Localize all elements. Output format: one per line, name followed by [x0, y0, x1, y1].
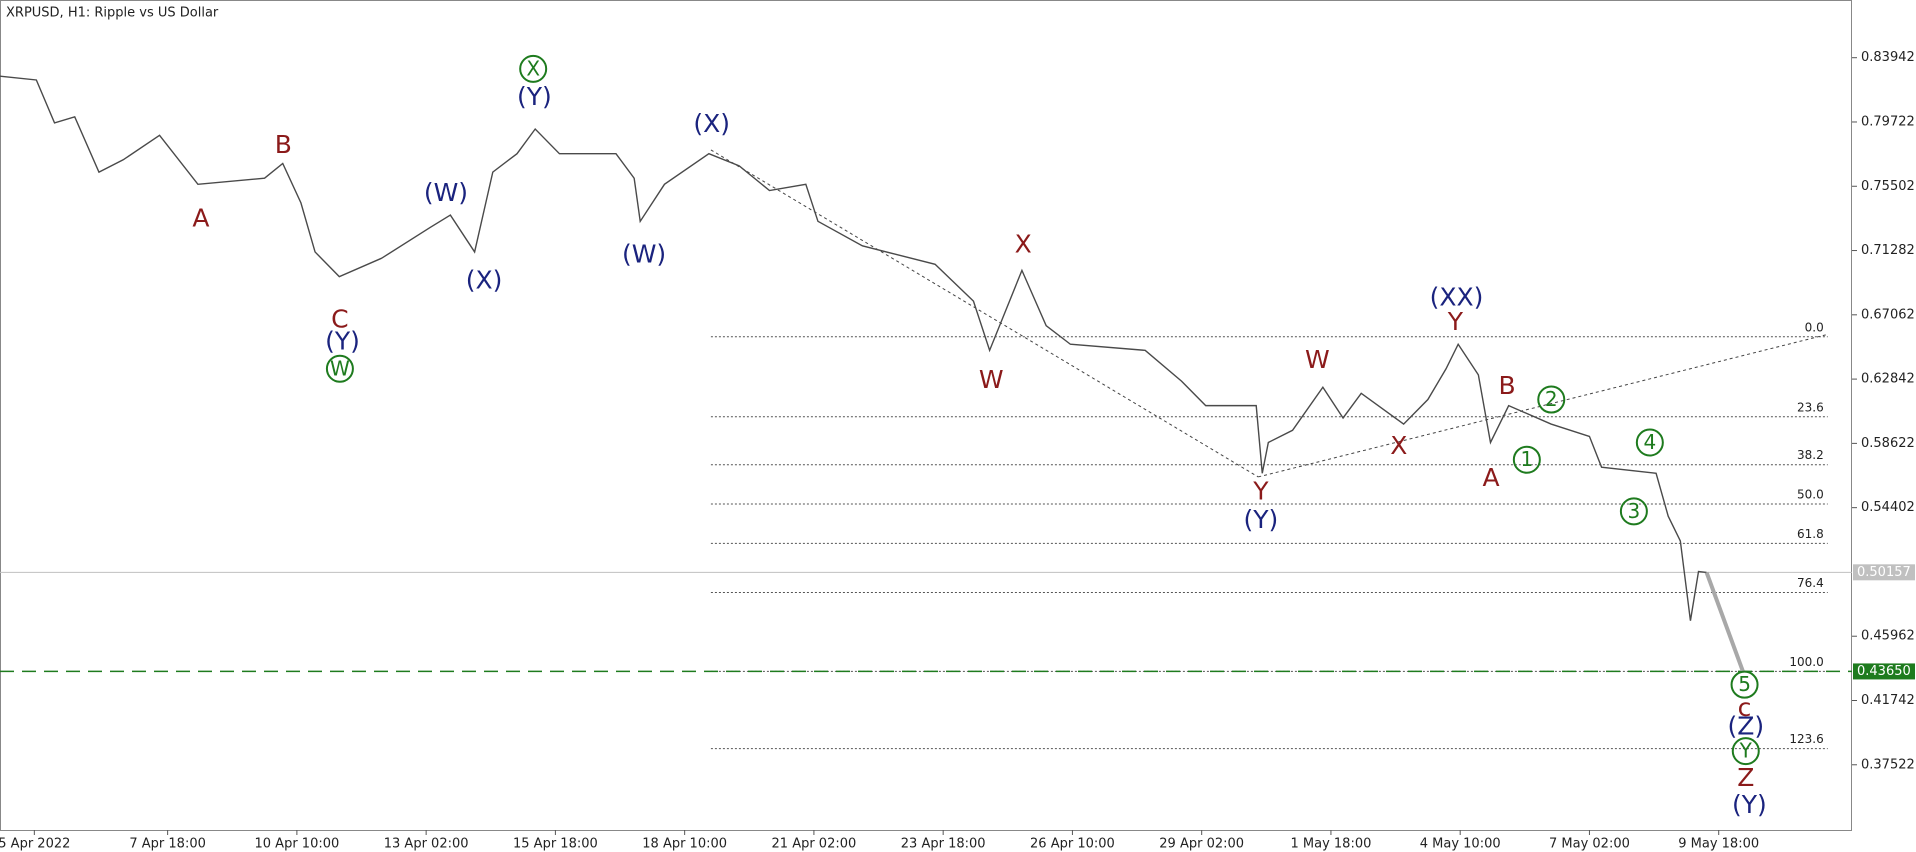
price-box [1853, 663, 1915, 680]
y-tick-label: 0.41742 [1861, 693, 1915, 708]
x-tick-label: 26 Apr 10:00 [1030, 837, 1115, 852]
price-label: 0.43650 [1857, 664, 1911, 679]
projection-line [1704, 571, 1745, 673]
wave-label: W [330, 356, 350, 380]
x-tick-label: 5 Apr 2022 [0, 837, 70, 852]
price-box [1853, 564, 1915, 581]
y-tick-label: 0.67062 [1861, 307, 1915, 322]
y-tick-label: 0.75502 [1861, 179, 1915, 194]
chart-title: XRPUSD, H1: Ripple vs US Dollar [6, 6, 219, 21]
y-tick-label: 0.58622 [1861, 436, 1915, 451]
wave-label: c [1738, 693, 1752, 722]
y-tick-label: 0.71282 [1861, 243, 1915, 258]
wave-label: (Y) [1732, 790, 1767, 819]
wave-label: Y [1252, 477, 1269, 506]
wave-circle [325, 354, 354, 383]
wave-label: X [526, 56, 540, 80]
price-series [0, 75, 1707, 621]
wave-label: Z [1737, 763, 1754, 792]
wave-circle [519, 54, 548, 83]
x-tick-label: 9 May 18:00 [1678, 837, 1759, 852]
x-tick-label: 13 Apr 02:00 [384, 837, 469, 852]
y-tick-label: 0.62842 [1861, 372, 1915, 387]
wave-label: W [979, 365, 1004, 394]
wave-circle [1537, 385, 1566, 414]
wave-circle [1512, 445, 1541, 474]
wave-circle [1730, 670, 1759, 699]
wave-circle [1619, 497, 1648, 526]
wave-label: (W) [424, 178, 468, 207]
fib-label: 0.0 [1805, 320, 1824, 334]
wave-circle [1731, 737, 1760, 766]
wave-label: 3 [1628, 499, 1641, 523]
x-tick-label: 1 May 18:00 [1290, 837, 1371, 852]
wave-circle [1635, 428, 1664, 457]
fib-label: 23.6 [1797, 400, 1824, 414]
x-tick-label: 18 Apr 10:00 [642, 837, 727, 852]
wave-label: 2 [1545, 387, 1558, 411]
wave-label: (XX) [1430, 282, 1484, 311]
fib-label: 100.0 [1789, 655, 1823, 669]
fib-label: 50.0 [1797, 488, 1824, 502]
wave-label: B [275, 130, 292, 159]
x-tick-label: 29 Apr 02:00 [1159, 837, 1244, 852]
wave-label: A [192, 204, 209, 233]
wave-label: 4 [1643, 430, 1656, 454]
wave-label: A [1483, 463, 1500, 492]
wave-label: X [1390, 431, 1407, 460]
x-tick-label: 15 Apr 18:00 [513, 837, 598, 852]
x-tick-label: 23 Apr 18:00 [901, 837, 986, 852]
trendline [710, 149, 1259, 478]
wave-label: X [1015, 230, 1032, 259]
wave-label: 5 [1738, 672, 1751, 696]
wave-label: (Y) [517, 82, 552, 111]
wave-label: W [1305, 345, 1330, 374]
wave-label: (Z) [1727, 711, 1764, 740]
wave-label: B [1498, 371, 1515, 400]
wave-label: C [331, 305, 348, 334]
x-tick-label: 4 May 10:00 [1420, 837, 1501, 852]
y-tick-label: 0.54402 [1861, 500, 1915, 515]
wave-label: (Y) [1243, 505, 1278, 534]
price-label: 0.50157 [1857, 565, 1911, 580]
x-tick-label: 7 Apr 18:00 [129, 837, 206, 852]
fib-label: 38.2 [1797, 448, 1824, 462]
y-tick-label: 0.45962 [1861, 629, 1915, 644]
wave-label: (W) [622, 239, 666, 268]
plot-frame [0, 0, 1852, 831]
wave-label: (X) [466, 265, 503, 294]
x-tick-label: 21 Apr 02:00 [772, 837, 857, 852]
wave-label: 1 [1520, 447, 1533, 471]
wave-label: Y [1739, 739, 1753, 763]
wave-label: (X) [693, 109, 730, 138]
y-tick-label: 0.83942 [1861, 50, 1915, 65]
y-tick-label: 0.37522 [1861, 757, 1915, 772]
wave-label: (Y) [325, 327, 360, 356]
fib-label: 61.8 [1797, 527, 1824, 541]
x-tick-label: 7 May 02:00 [1549, 837, 1630, 852]
y-tick-label: 0.79722 [1861, 114, 1915, 129]
fib-label: 76.4 [1797, 576, 1824, 590]
wave-label: Y [1447, 307, 1464, 336]
fib-label: 123.6 [1789, 732, 1823, 746]
x-tick-label: 10 Apr 10:00 [255, 837, 340, 852]
trendline [1258, 333, 1828, 478]
